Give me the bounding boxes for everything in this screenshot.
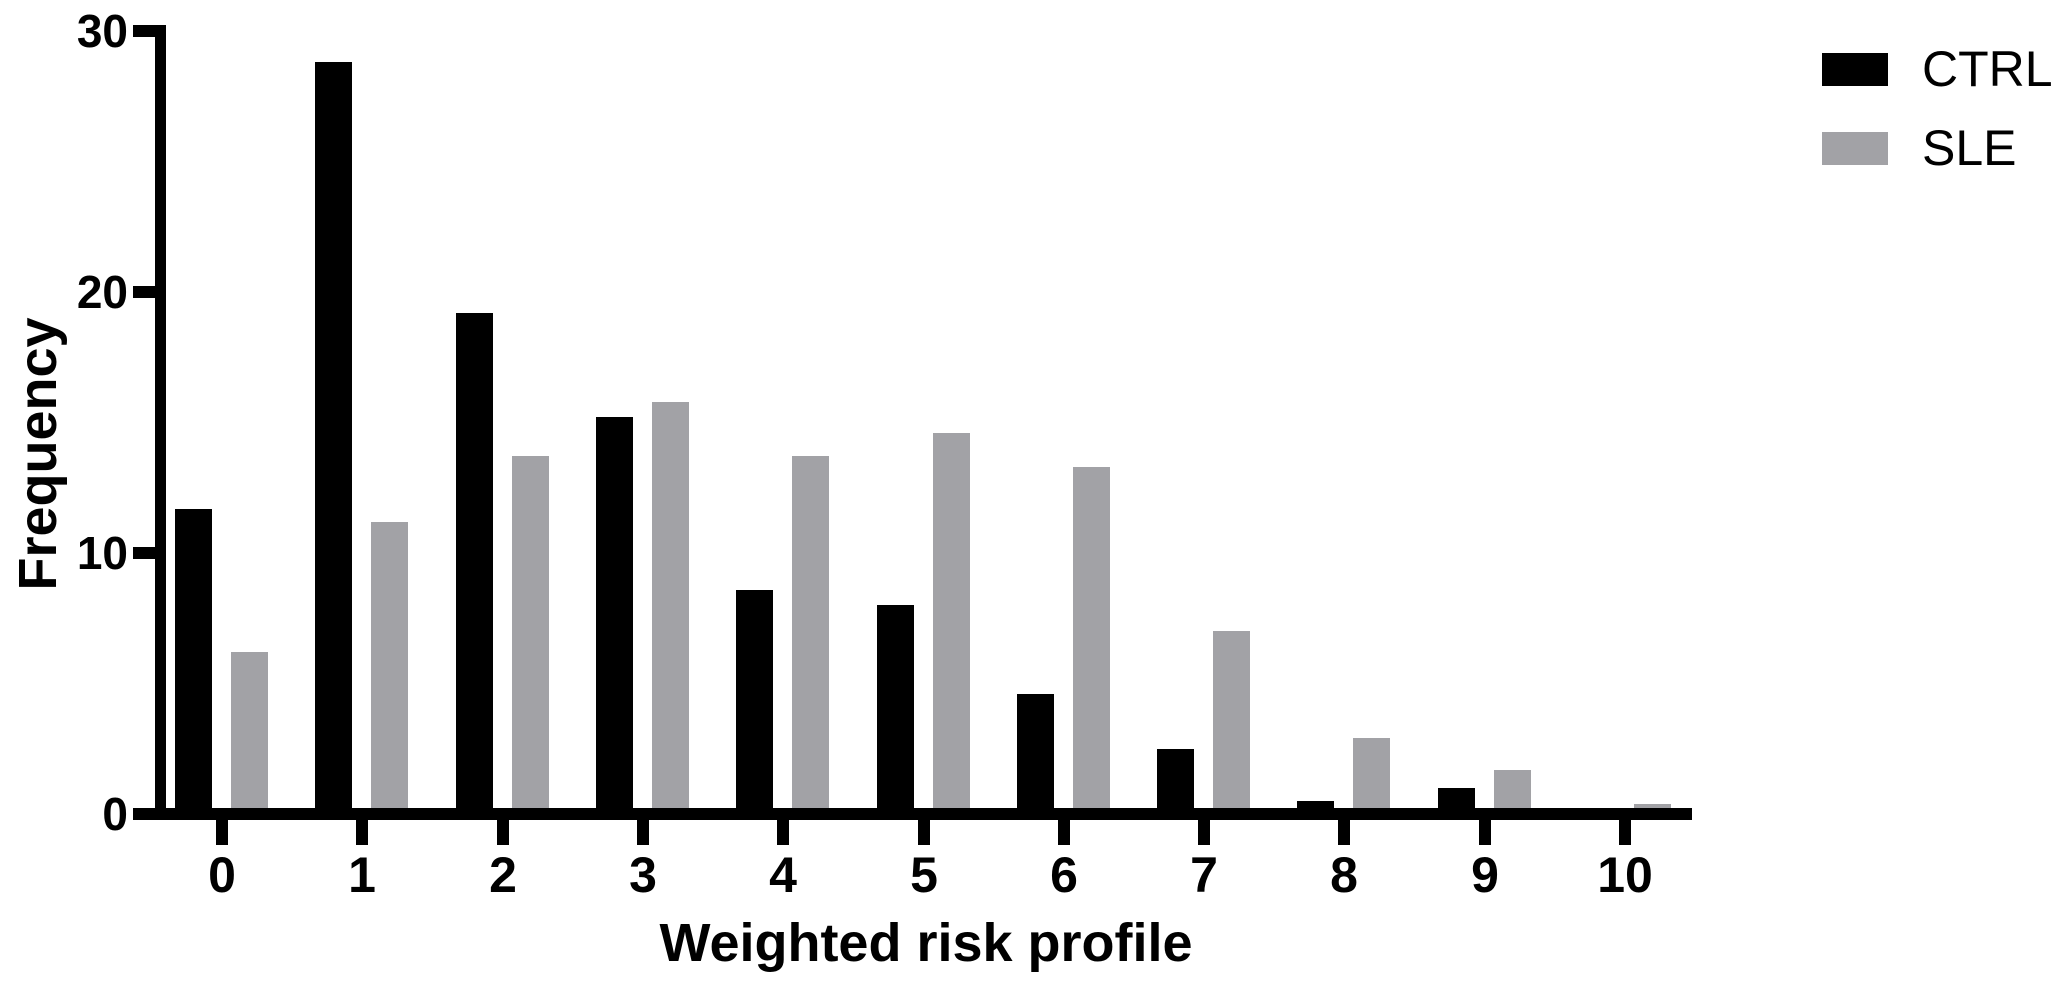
y-tick-label-30: 30 [76, 5, 128, 57]
legend: CTRL SLE [1822, 41, 2053, 208]
x-tick-label-8: 8 [1330, 847, 1358, 903]
bar-sle-cat-0 [231, 652, 268, 820]
x-tick-4 [777, 820, 789, 845]
bar-ctrl-cat-5 [877, 605, 914, 820]
bar-sle-cat-7 [1213, 631, 1250, 820]
y-tick-label-20: 20 [76, 266, 128, 318]
x-tick-label-9: 9 [1471, 847, 1499, 903]
y-tick-label-10: 10 [76, 527, 128, 579]
bar-ctrl-cat-2 [456, 313, 493, 820]
bar-sle-cat-4 [792, 456, 829, 820]
x-tick-label-2: 2 [489, 847, 517, 903]
x-tick-3 [637, 820, 649, 845]
x-tick-1 [356, 820, 368, 845]
x-tick-9 [1479, 820, 1491, 845]
x-tick-label-4: 4 [769, 847, 797, 903]
y-axis-title: Frequency [8, 317, 68, 591]
x-tick-5 [918, 820, 930, 845]
y-tick-30 [133, 25, 155, 37]
x-tick-label-1: 1 [348, 847, 376, 903]
bar-ctrl-cat-3 [596, 417, 633, 820]
x-tick-label-3: 3 [629, 847, 657, 903]
x-tick-label-0: 0 [208, 847, 236, 903]
x-tick-label-10: 10 [1597, 847, 1653, 903]
x-tick-label-5: 5 [910, 847, 938, 903]
y-axis-line [155, 25, 166, 820]
x-tick-2 [497, 820, 509, 845]
ctrl-color-swatch [1822, 52, 1888, 86]
x-tick-7 [1198, 820, 1210, 845]
y-tick-0 [133, 808, 155, 820]
bar-ctrl-cat-0 [175, 509, 212, 820]
x-axis-title: Weighted risk profile [659, 913, 1193, 973]
legend-label-sle: SLE [1922, 120, 2017, 176]
bar-sle-cat-8 [1353, 738, 1390, 820]
y-tick-10 [133, 547, 155, 559]
bar-sle-cat-1 [371, 522, 408, 820]
bar-sle-cat-3 [652, 402, 689, 820]
x-tick-6 [1058, 820, 1070, 845]
legend-label-ctrl: CTRL [1922, 41, 2053, 97]
bar-ctrl-cat-1 [315, 62, 352, 820]
bar-ctrl-cat-4 [736, 590, 773, 820]
bar-ctrl-cat-6 [1017, 694, 1054, 820]
x-tick-8 [1338, 820, 1350, 845]
legend-item-ctrl: CTRL [1822, 41, 2053, 97]
legend-item-sle: SLE [1822, 120, 2053, 176]
bar-sle-cat-2 [512, 456, 549, 820]
x-tick-label-6: 6 [1050, 847, 1078, 903]
sle-color-swatch [1822, 131, 1888, 165]
x-axis-line [155, 808, 1692, 820]
bar-sle-cat-6 [1073, 467, 1110, 820]
x-tick-0 [216, 820, 228, 845]
x-tick-label-7: 7 [1190, 847, 1218, 903]
y-tick-label-0: 0 [102, 788, 128, 840]
x-tick-10 [1619, 820, 1631, 845]
y-tick-20 [133, 286, 155, 298]
bar-sle-cat-5 [933, 433, 970, 820]
